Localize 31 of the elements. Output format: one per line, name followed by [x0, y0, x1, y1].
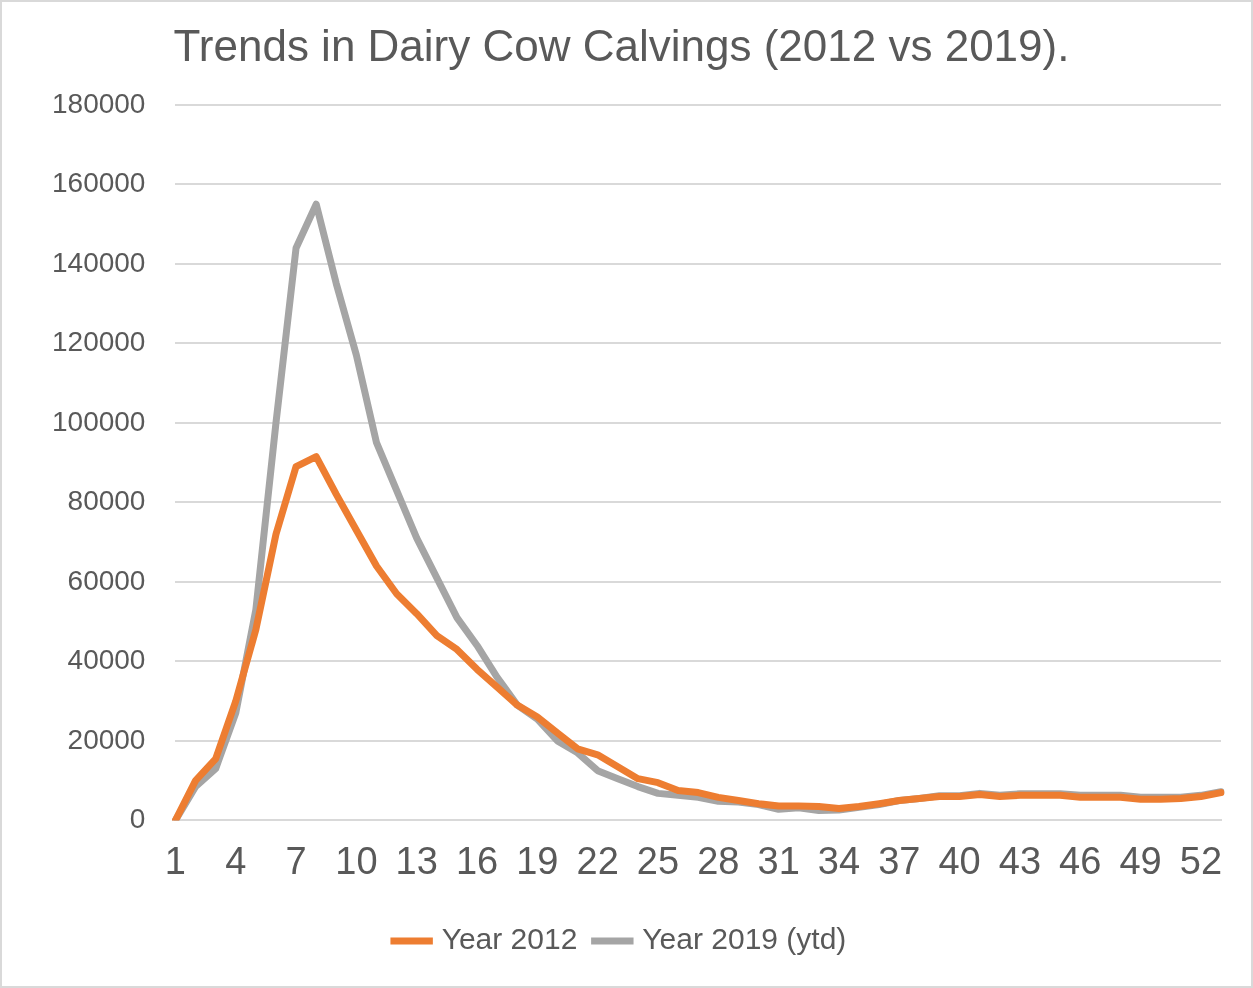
y-tick-label: 40000 [67, 644, 146, 676]
x-tick-label: 34 [817, 839, 861, 882]
legend-label: Year 2019 (ytd) [642, 922, 847, 956]
x-tick-label: 13 [395, 839, 438, 882]
x-tick-label: 49 [1119, 839, 1162, 882]
x-tick-label: 46 [1059, 839, 1102, 882]
x-tick-label: 4 [225, 839, 247, 882]
x-tick-label: 10 [335, 839, 378, 882]
legend-label: Year 2012 [441, 922, 578, 956]
x-tick-label: 19 [516, 839, 559, 882]
x-tick-label: 31 [757, 839, 800, 882]
y-tick-label: 180000 [52, 87, 146, 119]
x-tick-label: 37 [878, 839, 921, 882]
x-tick-label: 28 [697, 839, 740, 882]
y-tick-label: 140000 [52, 246, 146, 278]
x-tick-label: 7 [285, 839, 307, 882]
y-tick-label: 0 [129, 803, 146, 835]
x-tick-label: 25 [636, 839, 680, 882]
x-tick-label: 22 [576, 839, 619, 882]
x-tick-label: 1 [164, 839, 186, 882]
y-tick-label: 100000 [52, 405, 146, 437]
y-tick-label: 120000 [52, 326, 146, 358]
y-tick-label: 160000 [52, 167, 146, 199]
x-tick-label: 52 [1179, 839, 1223, 882]
y-tick-label: 20000 [67, 723, 146, 755]
y-tick-label: 80000 [67, 485, 146, 517]
y-tick-label: 60000 [67, 564, 146, 596]
x-tick-label: 43 [998, 839, 1042, 882]
chart-title: Trends in Dairy Cow Calvings (2012 vs 2019). [173, 20, 1070, 70]
x-tick-label: 40 [938, 839, 981, 882]
x-tick-label: 16 [455, 839, 499, 882]
